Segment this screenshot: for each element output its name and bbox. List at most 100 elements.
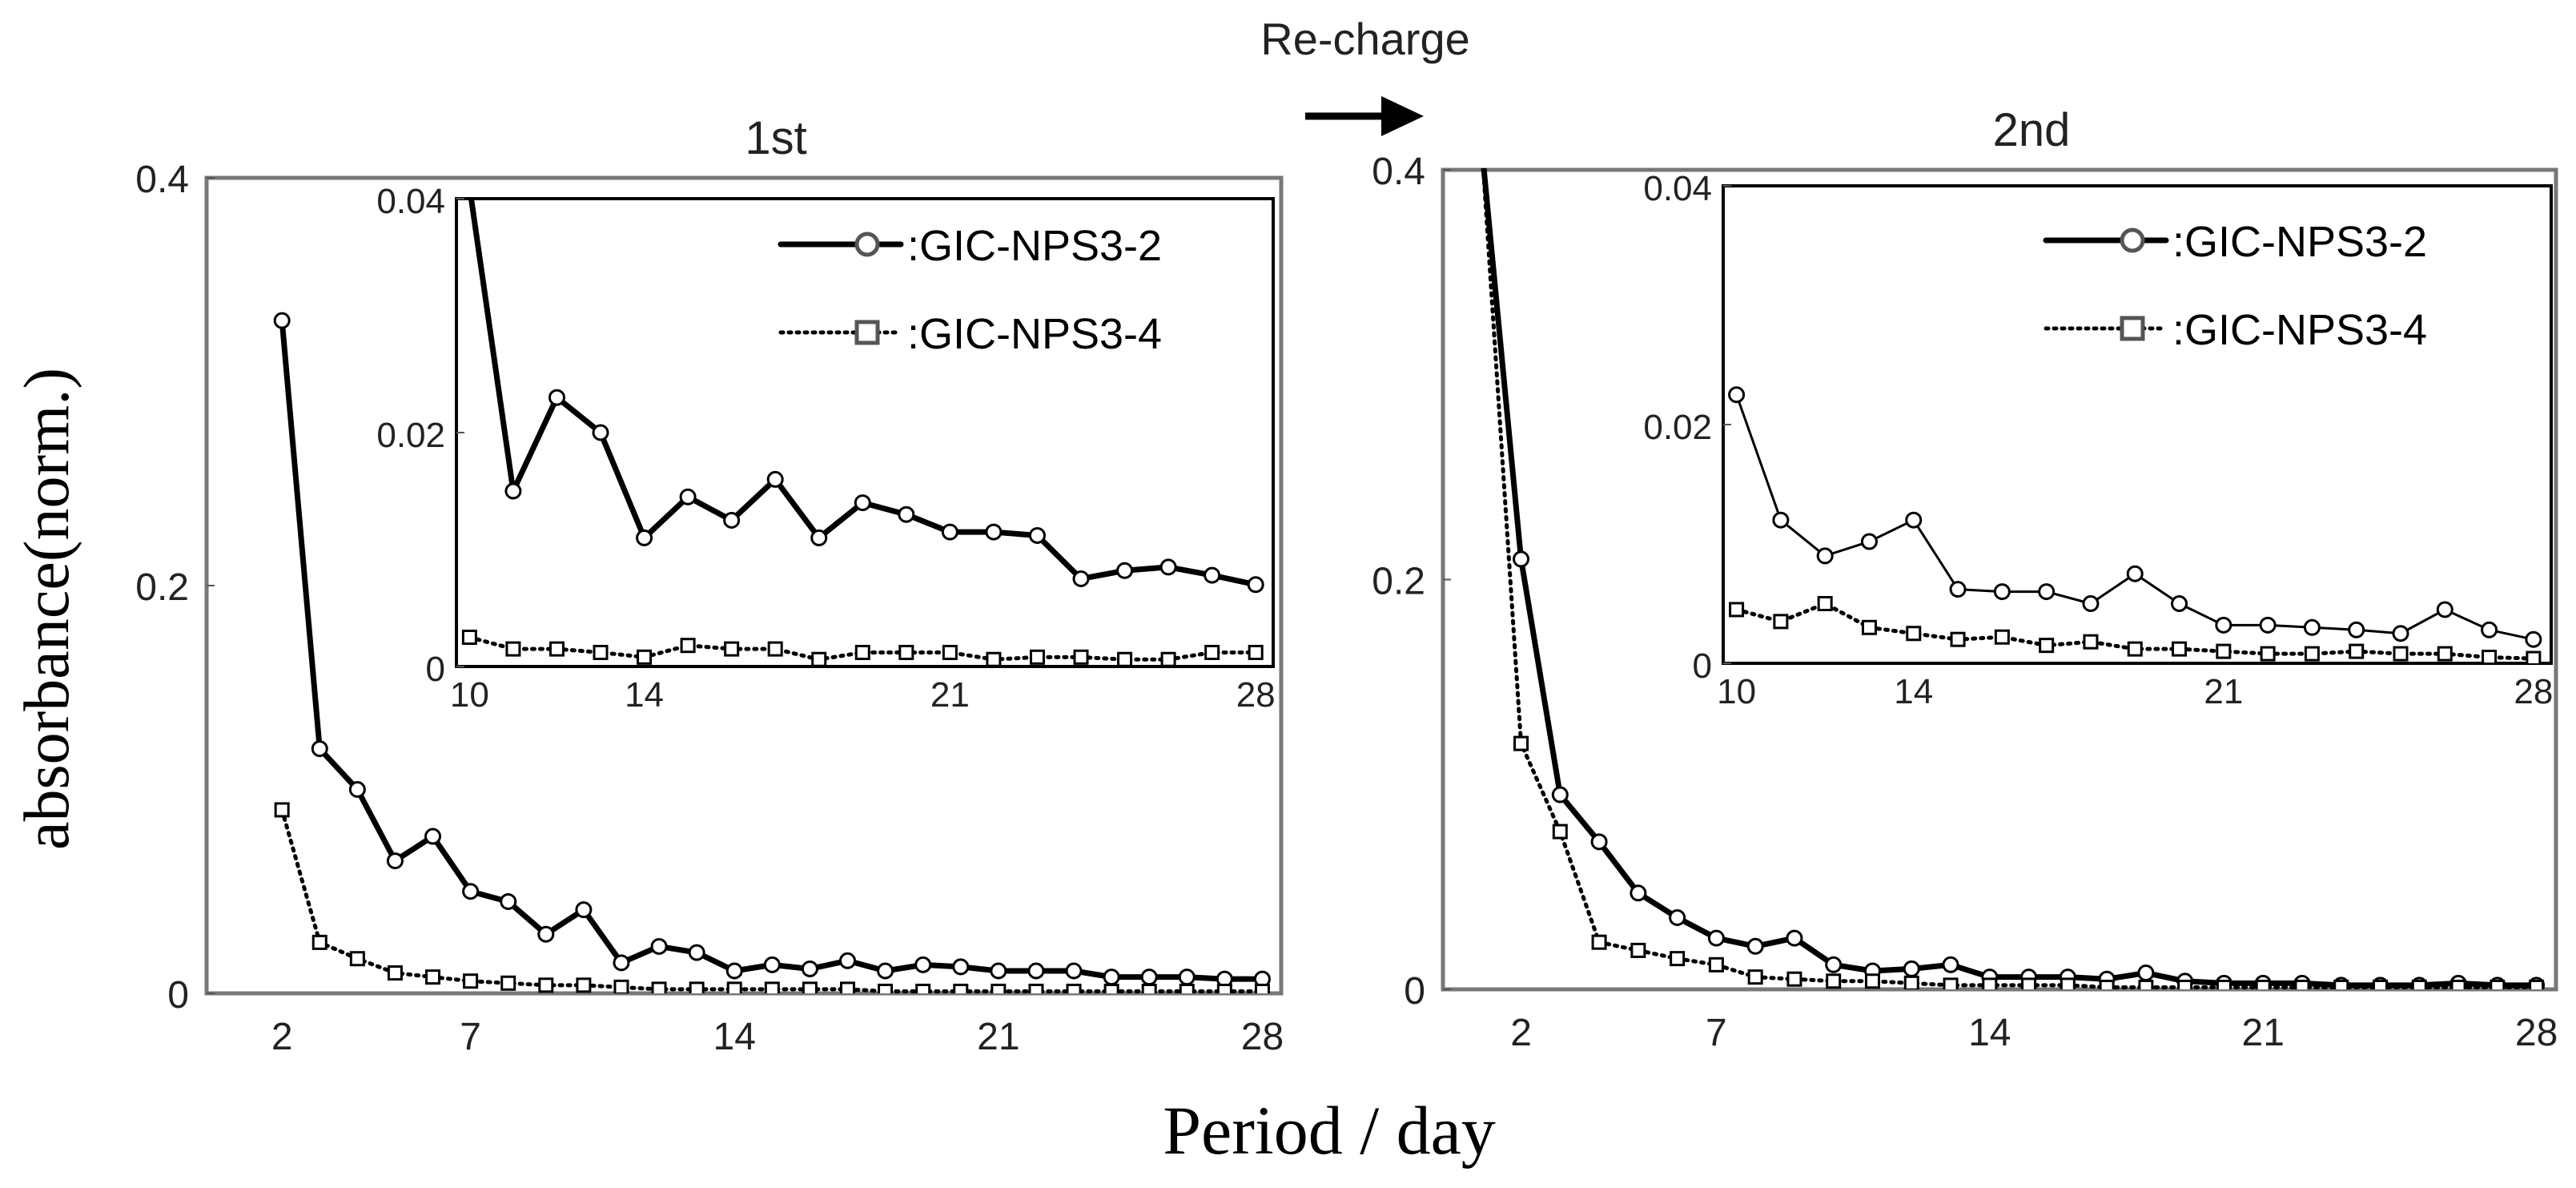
series-line-gic-nps3-2 [1481, 168, 2540, 989]
data-point-gic-nps3-2 [1949, 581, 1967, 598]
legend-label: :GIC-NPS3-2 [2172, 218, 2427, 266]
data-point-gic-nps3-2 [1825, 956, 1843, 973]
x-tick-label: 28 [2514, 672, 2553, 711]
data-point-gic-nps3-2 [1065, 962, 1083, 980]
data-point-gic-nps3-2 [1993, 583, 2011, 601]
data-point-gic-nps3-4 [1747, 969, 1763, 985]
data-point-gic-nps3-4 [854, 644, 870, 660]
data-point-gic-nps3-4 [1254, 983, 1270, 993]
x-tick-label: 14 [1894, 672, 1933, 711]
data-point-gic-nps3-2 [2348, 621, 2365, 638]
data-point-gic-nps3-4 [1204, 644, 1220, 660]
data-point-gic-nps3-4 [2172, 641, 2188, 657]
data-point-gic-nps3-2 [810, 529, 828, 546]
recharge-arrow-icon [1305, 96, 1424, 136]
x-tick-label: 2 [271, 1016, 293, 1058]
data-point-gic-nps3-2 [1669, 908, 1686, 926]
data-point-gic-nps3-4 [1982, 977, 1998, 989]
data-point-gic-nps3-2 [2259, 616, 2277, 634]
data-point-gic-nps3-4 [811, 651, 827, 666]
data-point-gic-nps3-4 [637, 649, 653, 665]
data-point-gic-nps3-4 [1817, 596, 1833, 611]
data-point-gic-nps3-2 [1140, 969, 1158, 986]
data-point-gic-nps3-2 [1116, 562, 1134, 579]
x-tick-label: 2 [1510, 1012, 1532, 1054]
x-tick-label: 10 [1717, 672, 1756, 711]
data-point-gic-nps3-4 [915, 983, 931, 993]
plot-2nd: 2nd 0 0.2 0.4 2 7 14 21 28 [1372, 104, 2558, 1054]
x-tick-label: 21 [2204, 672, 2243, 711]
data-point-gic-nps3-4 [1670, 951, 1686, 967]
data-point-gic-nps3-4 [724, 641, 740, 657]
y-tick-label: 0.04 [376, 182, 445, 221]
data-point-gic-nps3-2 [679, 488, 697, 505]
y-tick-label: 0.4 [1372, 151, 1425, 193]
y-tick-label: 0.02 [376, 416, 445, 455]
x-tick-label: 21 [930, 675, 970, 715]
data-point-gic-nps3-2 [2215, 616, 2232, 634]
data-point-gic-nps3-4 [2216, 979, 2232, 989]
data-point-gic-nps3-4 [651, 981, 667, 993]
inset-2nd: 0 0.02 0.04 10 14 21 28:GIC-NPS3-2:GIC-NPS3-4 [1643, 169, 2553, 711]
data-point-gic-nps3-4 [2216, 643, 2232, 659]
data-point-gic-nps3-2 [1728, 386, 1746, 404]
data-point-gic-nps3-2 [763, 956, 781, 973]
inset-1st: 0 0.02 0.04 10 14 21 28:GIC-NPS3-2:GIC-NPS3-4 [376, 182, 1276, 715]
x-tick-label: 7 [460, 1016, 481, 1058]
legend-label: :GIC-NPS3-4 [2172, 306, 2427, 354]
data-point-gic-nps3-2 [1513, 550, 1530, 568]
data-point-gic-nps3-4 [2255, 979, 2271, 989]
data-point-gic-nps3-2 [500, 892, 517, 910]
data-layer [1728, 386, 2542, 663]
y-tick-label: 0.2 [1372, 561, 1425, 603]
x-tick-label: 21 [2242, 1012, 2285, 1054]
data-point-gic-nps3-2 [688, 944, 705, 961]
data-point-gic-nps3-4 [2490, 979, 2506, 989]
data-point-gic-nps3-2 [1178, 969, 1196, 986]
data-point-gic-nps3-4 [2294, 979, 2310, 989]
data-point-gic-nps3-4 [387, 965, 403, 981]
data-point-gic-nps3-2 [1905, 511, 1923, 529]
data-point-gic-nps3-4 [1216, 983, 1232, 993]
data-point-gic-nps3-2 [636, 529, 653, 546]
data-point-gic-nps3-2 [1746, 937, 1764, 955]
data-point-gic-nps3-4 [461, 630, 477, 645]
data-layer [461, 197, 1264, 666]
y-axis-label: absorbance(norm.) [12, 368, 82, 850]
data-point-gic-nps3-2 [1707, 929, 1725, 947]
x-tick-label: 28 [1241, 1016, 1284, 1058]
data-point-gic-nps3-2 [877, 962, 894, 980]
data-point-gic-nps3-4 [2138, 979, 2154, 989]
data-point-gic-nps3-4 [2526, 650, 2542, 663]
legend-marker-circle-icon [854, 232, 880, 257]
data-point-gic-nps3-2 [548, 389, 565, 406]
data-point-gic-nps3-4 [1117, 651, 1133, 666]
data-point-gic-nps3-4 [898, 644, 914, 660]
data-point-gic-nps3-2 [592, 424, 609, 441]
plot-frame [1722, 184, 2553, 665]
data-point-gic-nps3-4 [2393, 646, 2409, 662]
data-point-gic-nps3-2 [273, 312, 291, 329]
data-point-gic-nps3-2 [838, 952, 856, 969]
data-point-gic-nps3-4 [1773, 614, 1789, 630]
data-point-gic-nps3-4 [2021, 977, 2037, 989]
data-point-gic-nps3-4 [1903, 975, 1919, 989]
data-point-gic-nps3-4 [764, 981, 780, 993]
data-point-gic-nps3-4 [1248, 644, 1264, 660]
data-point-gic-nps3-2 [2525, 630, 2542, 648]
data-point-gic-nps3-4 [2333, 979, 2349, 989]
x-tick-label: 21 [977, 1016, 1019, 1058]
x-tick-label: 28 [1236, 675, 1276, 715]
data-point-gic-nps3-4 [767, 641, 783, 657]
data-point-gic-nps3-4 [986, 651, 1002, 666]
legend-label: :GIC-NPS3-2 [907, 222, 1162, 270]
data-point-gic-nps3-4 [2529, 979, 2545, 989]
data-point-gic-nps3-2 [941, 523, 958, 541]
legend-label: :GIC-NPS3-4 [907, 310, 1162, 358]
x-axis-label: Period / day [1163, 1092, 1496, 1169]
data-point-gic-nps3-4 [463, 973, 479, 989]
data-point-gic-nps3-4 [1826, 973, 1842, 989]
data-point-gic-nps3-2 [1159, 558, 1177, 576]
data-point-gic-nps3-4 [1906, 626, 1922, 642]
